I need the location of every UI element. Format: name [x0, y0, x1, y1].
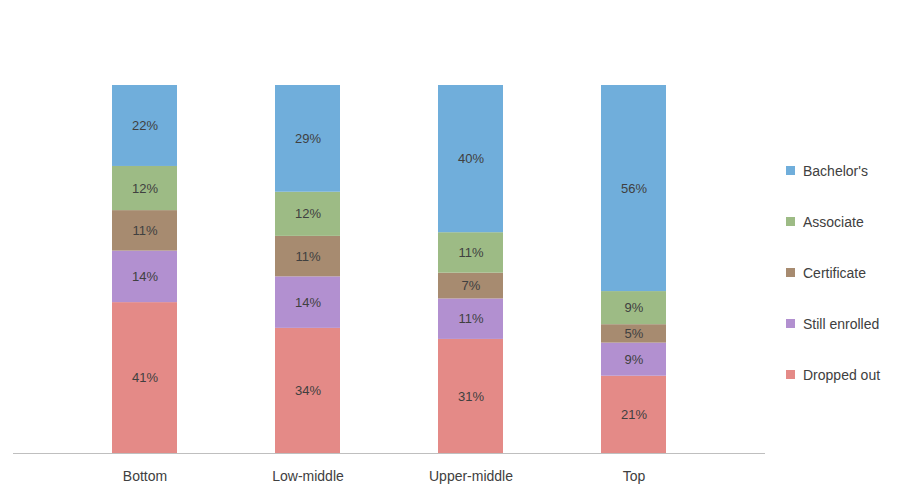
svg-text:11%: 11%	[295, 249, 320, 264]
svg-text:34%: 34%	[295, 383, 321, 398]
svg-text:31%: 31%	[458, 389, 484, 404]
svg-text:Low-middle: Low-middle	[272, 468, 344, 484]
html-text:Certificate: Certificate	[803, 264, 866, 281]
svg-text:40%: 40%	[458, 151, 484, 166]
svg-text:Bottom: Bottom	[123, 468, 167, 484]
html-text:Dropped out: Dropped out	[803, 366, 881, 383]
html-text:Associate: Associate	[803, 213, 864, 230]
svg-text:5%: 5%	[625, 326, 644, 341]
svg-text:29%: 29%	[295, 131, 321, 146]
svg-text:14%: 14%	[132, 269, 158, 284]
svg-text:21%: 21%	[621, 407, 647, 422]
svg-text:56%: 56%	[621, 181, 647, 196]
svg-text:Top: Top	[623, 468, 646, 484]
svg-text:9%: 9%	[625, 300, 644, 315]
html-text:Still enrolled: Still enrolled	[803, 315, 880, 332]
svg-text:41%: 41%	[132, 370, 158, 385]
svg-text:Upper-middle: Upper-middle	[429, 468, 513, 484]
svg-text:9%: 9%	[625, 352, 644, 367]
svg-text:22%: 22%	[132, 118, 158, 133]
html-text:Bachelor's: Bachelor's	[803, 162, 868, 179]
svg-text:11%: 11%	[458, 311, 483, 326]
svg-text:12%: 12%	[295, 206, 321, 221]
svg-text:11%: 11%	[132, 223, 157, 238]
svg-text:7%: 7%	[462, 278, 481, 293]
svg-text:14%: 14%	[295, 295, 321, 310]
svg-text:11%: 11%	[458, 245, 483, 260]
svg-text:12%: 12%	[132, 181, 158, 196]
